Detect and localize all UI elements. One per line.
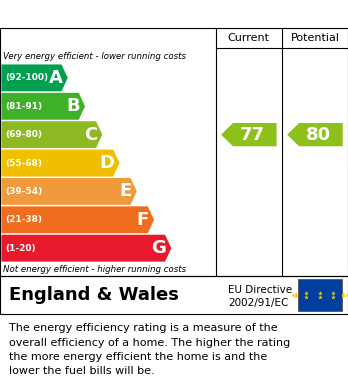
Text: Very energy efficient - lower running costs: Very energy efficient - lower running co… [3,52,186,61]
Text: 77: 77 [240,126,265,143]
Text: (69-80): (69-80) [5,130,42,139]
Text: (92-100): (92-100) [5,74,48,83]
Text: Current: Current [228,33,270,43]
Polygon shape [221,123,277,146]
Text: The energy efficiency rating is a measure of the
overall efficiency of a home. T: The energy efficiency rating is a measur… [9,323,290,377]
Text: (21-38): (21-38) [5,215,42,224]
Text: England & Wales: England & Wales [9,286,179,304]
Polygon shape [1,150,120,176]
Polygon shape [1,178,137,205]
Polygon shape [1,235,171,262]
Text: (55-68): (55-68) [5,158,42,167]
Text: 80: 80 [306,126,331,143]
Polygon shape [287,123,343,146]
Text: C: C [84,126,97,143]
Text: D: D [99,154,114,172]
Text: G: G [151,239,166,257]
Text: B: B [66,97,80,115]
Text: A: A [49,69,63,87]
Text: Not energy efficient - higher running costs: Not energy efficient - higher running co… [3,265,186,274]
Polygon shape [1,121,102,148]
Text: 2002/91/EC: 2002/91/EC [228,298,288,308]
Text: F: F [136,211,149,229]
Text: (39-54): (39-54) [5,187,42,196]
Polygon shape [1,206,154,233]
Polygon shape [1,93,85,120]
Bar [298,279,342,311]
Text: Potential: Potential [291,33,339,43]
Text: EU Directive: EU Directive [228,285,292,296]
Text: (1-20): (1-20) [5,244,36,253]
Text: (81-91): (81-91) [5,102,42,111]
Text: Energy Efficiency Rating: Energy Efficiency Rating [9,7,230,22]
Polygon shape [1,65,68,91]
Text: E: E [119,183,132,201]
